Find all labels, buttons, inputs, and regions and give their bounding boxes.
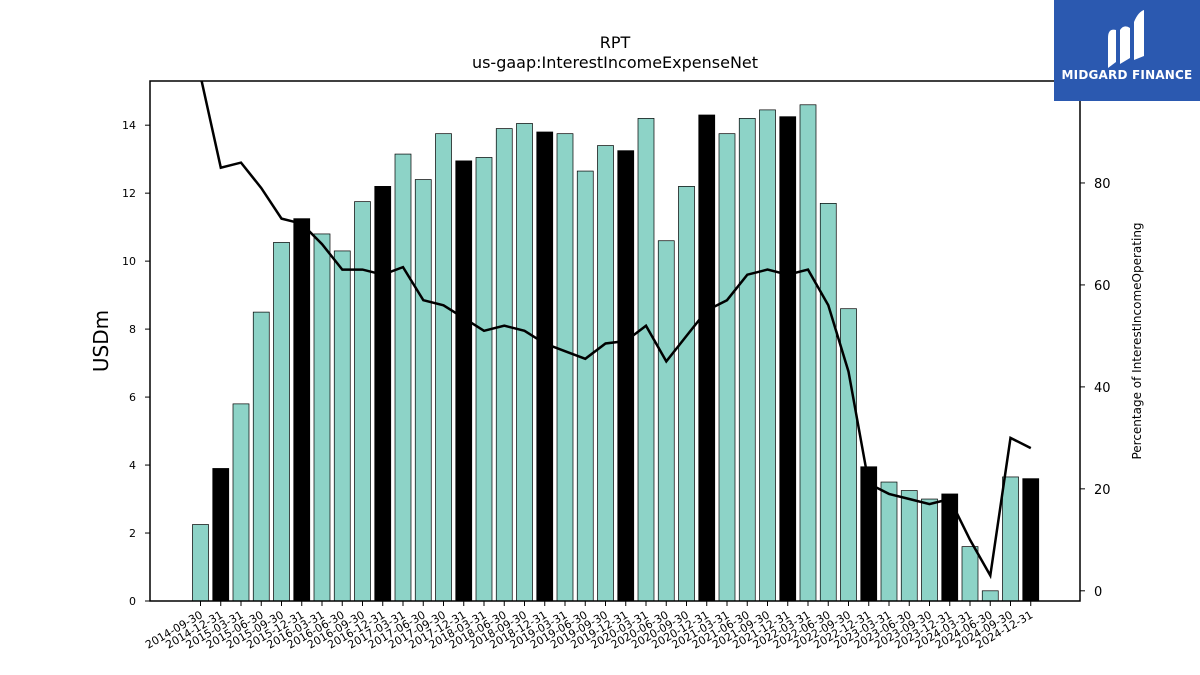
bar-2015-03-31 bbox=[232, 403, 250, 602]
y2-tick-label: 80 bbox=[1094, 177, 1111, 192]
percentage-line bbox=[200, 81, 1032, 580]
y-tick-label: 0 bbox=[129, 595, 136, 608]
y-tick-label: 12 bbox=[122, 187, 136, 200]
bar-2019-06-30 bbox=[576, 170, 594, 602]
bar-2017-12-31 bbox=[455, 160, 473, 602]
bar-2017-06-30 bbox=[414, 179, 432, 602]
bar-2024-09-30 bbox=[1002, 476, 1019, 602]
bar-2023-03-31 bbox=[880, 481, 898, 602]
line-group bbox=[200, 81, 1032, 580]
bar-2021-06-30 bbox=[738, 118, 756, 602]
brand-logo: MIDGARD FINANCE bbox=[1054, 0, 1200, 101]
y-tick-label: 10 bbox=[122, 255, 136, 268]
bar-2021-12-31 bbox=[779, 116, 797, 602]
y2-axis-label: Percentage of InterestIncomeOperating bbox=[1130, 222, 1144, 459]
y-tick-label: 4 bbox=[129, 459, 136, 472]
bar-2021-03-31 bbox=[718, 133, 736, 602]
bar-2016-06-30 bbox=[333, 250, 351, 602]
chart-subtitle: us-gaap:InterestIncomeExpenseNet bbox=[472, 53, 758, 72]
bar-2022-03-31 bbox=[799, 104, 817, 602]
bar-2021-09-30 bbox=[759, 109, 776, 602]
x-axis-ticks: 2014-09-302014-12-312015-03-312015-06-30… bbox=[143, 601, 1035, 652]
bar-2016-12-31 bbox=[374, 186, 392, 602]
bar-2015-12-31 bbox=[293, 218, 311, 602]
midgard-logo-icon bbox=[1108, 10, 1144, 68]
y2-axis-ticks: 0 20 40 60 80 bbox=[1080, 177, 1111, 600]
bar-2019-09-30 bbox=[597, 145, 614, 602]
bar-2015-09-30 bbox=[273, 242, 290, 602]
logo-text: MIDGARD FINANCE bbox=[1061, 68, 1193, 82]
bar-2018-06-30 bbox=[495, 128, 513, 602]
chart-title: RPT bbox=[600, 33, 631, 52]
y2-tick-label: 40 bbox=[1094, 381, 1111, 396]
bar-2020-06-30 bbox=[657, 240, 675, 602]
y2-tick-label: 60 bbox=[1094, 279, 1111, 294]
bar-2024-06-30 bbox=[981, 590, 999, 602]
bar-2024-03-31 bbox=[961, 546, 979, 602]
bar-group bbox=[192, 104, 1040, 602]
bar-2024-12-31 bbox=[1022, 478, 1040, 602]
y2-tick-label: 20 bbox=[1094, 483, 1111, 498]
bar-2017-03-31 bbox=[394, 153, 412, 602]
plot-frame bbox=[149, 80, 1081, 602]
bar-2018-12-31 bbox=[536, 131, 554, 602]
y-axis-label: USDm bbox=[89, 310, 113, 372]
bar-2018-03-31 bbox=[475, 157, 493, 602]
bar-2019-03-31 bbox=[556, 133, 574, 602]
y2-tick-label: 0 bbox=[1094, 585, 1102, 600]
y-tick-label: 2 bbox=[129, 527, 136, 540]
bar-2023-09-30 bbox=[921, 498, 938, 602]
bar-2022-06-30 bbox=[819, 203, 837, 602]
bar-2014-12-31 bbox=[212, 468, 230, 602]
bar-2016-03-31 bbox=[313, 233, 331, 602]
bar-2019-12-31 bbox=[617, 150, 635, 602]
bar-2014-09-30 bbox=[192, 524, 209, 602]
bar-2020-03-31 bbox=[637, 118, 655, 602]
y-tick-label: 8 bbox=[129, 323, 136, 336]
bar-2016-09-30 bbox=[354, 201, 371, 602]
bar-2017-09-30 bbox=[435, 133, 452, 602]
bar-2018-09-30 bbox=[516, 123, 533, 602]
bar-2015-06-30 bbox=[252, 311, 270, 602]
y-tick-label: 6 bbox=[129, 391, 136, 404]
y-tick-label: 14 bbox=[122, 119, 136, 132]
bar-2020-09-30 bbox=[678, 186, 695, 602]
bar-2020-12-31 bbox=[698, 114, 716, 602]
bar-2023-06-30 bbox=[900, 490, 918, 602]
y-axis-ticks: 0 2 4 6 8 10 12 14 bbox=[122, 119, 150, 608]
